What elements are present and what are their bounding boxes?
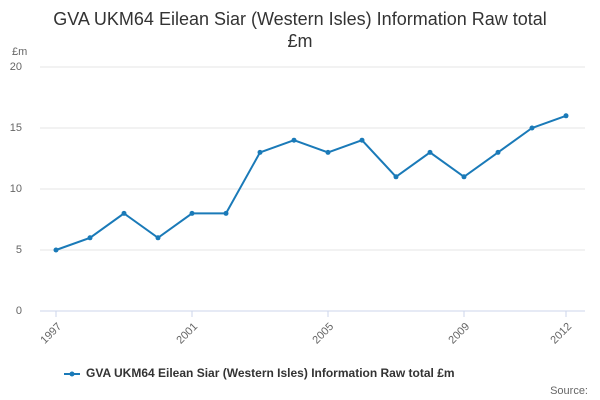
y-tick-label: 10: [10, 183, 22, 195]
legend-label[interactable]: GVA UKM64 Eilean Siar (Western Isles) In…: [86, 366, 455, 380]
legend-marker: [69, 371, 75, 377]
y-tick-label: 15: [10, 122, 22, 134]
point: [427, 149, 433, 155]
point: [87, 235, 93, 241]
y-axis-label: £m: [12, 46, 27, 58]
x-tick-label: 2012: [548, 321, 574, 347]
point: [495, 149, 501, 155]
point: [291, 137, 297, 143]
point: [223, 210, 229, 216]
point: [393, 174, 399, 180]
point: [325, 149, 331, 155]
point: [257, 149, 263, 155]
point: [121, 210, 127, 216]
point: [461, 174, 467, 180]
y-tick-label: 20: [10, 61, 22, 73]
point: [155, 235, 161, 241]
x-tick-label: 1997: [38, 321, 64, 347]
point: [53, 247, 59, 253]
line: [55, 114, 567, 251]
point: [359, 137, 365, 143]
point: [563, 113, 569, 119]
y-tick-label: 0: [16, 305, 22, 317]
point: [189, 210, 195, 216]
point: [529, 125, 535, 131]
chart-title: GVA UKM64 Eilean Siar (Western Isles) In…: [53, 9, 547, 51]
y-tick-label: 5: [16, 244, 22, 256]
x-tick-label: 2001: [174, 321, 200, 347]
x-tick-label: 2009: [446, 321, 472, 347]
source: Source:: [550, 385, 588, 397]
x-tick-label: 2005: [310, 321, 336, 347]
